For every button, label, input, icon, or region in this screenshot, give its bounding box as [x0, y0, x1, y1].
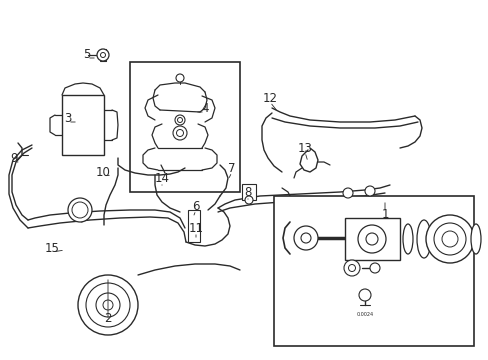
Circle shape [103, 300, 113, 310]
Circle shape [68, 198, 92, 222]
Circle shape [244, 196, 252, 204]
Text: 11: 11 [188, 221, 203, 234]
Bar [187, 210, 200, 242]
Circle shape [425, 215, 473, 263]
Text: 1: 1 [381, 208, 388, 221]
Text: 5: 5 [83, 49, 90, 62]
Circle shape [78, 275, 138, 335]
Circle shape [369, 263, 379, 273]
Ellipse shape [416, 220, 430, 258]
Text: 2: 2 [104, 311, 112, 324]
Text: 6: 6 [192, 201, 199, 213]
Bar [242, 184, 256, 200]
Circle shape [441, 231, 457, 247]
Circle shape [301, 233, 310, 243]
Circle shape [176, 74, 183, 82]
Bar [345, 218, 399, 260]
Text: 4: 4 [201, 102, 208, 114]
Circle shape [358, 289, 370, 301]
Circle shape [175, 115, 184, 125]
Bar [62, 95, 104, 155]
Circle shape [357, 225, 385, 253]
Circle shape [101, 53, 105, 58]
Text: 9: 9 [10, 152, 18, 165]
Circle shape [72, 202, 88, 218]
Text: 13: 13 [297, 141, 312, 154]
Text: 0.0024: 0.0024 [356, 312, 373, 317]
Circle shape [96, 293, 120, 317]
Circle shape [173, 126, 186, 140]
Text: 10: 10 [95, 166, 110, 179]
Circle shape [86, 283, 130, 327]
Circle shape [342, 188, 352, 198]
Circle shape [343, 260, 359, 276]
Ellipse shape [402, 224, 412, 254]
Text: 8: 8 [244, 185, 251, 198]
Ellipse shape [470, 224, 480, 254]
Circle shape [364, 186, 374, 196]
Circle shape [97, 49, 109, 61]
Text: 7: 7 [228, 162, 235, 175]
Text: 12: 12 [262, 91, 277, 104]
Text: 14: 14 [154, 171, 169, 184]
Circle shape [176, 130, 183, 136]
Circle shape [365, 233, 377, 245]
Text: 15: 15 [44, 242, 60, 255]
Circle shape [433, 223, 465, 255]
Circle shape [348, 265, 355, 271]
Bar [130, 62, 240, 192]
Circle shape [293, 226, 317, 250]
Circle shape [177, 117, 182, 122]
Text: 3: 3 [64, 112, 72, 125]
Bar [273, 196, 473, 346]
